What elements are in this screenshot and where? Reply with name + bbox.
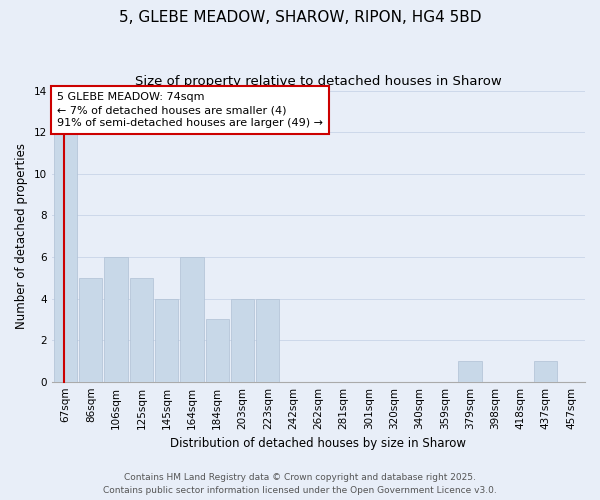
Y-axis label: Number of detached properties: Number of detached properties xyxy=(15,143,28,329)
Bar xyxy=(206,320,229,382)
Bar xyxy=(79,278,103,382)
Bar xyxy=(534,361,557,382)
Bar xyxy=(155,298,178,382)
Bar xyxy=(458,361,482,382)
Bar xyxy=(54,132,77,382)
Bar xyxy=(181,257,203,382)
Title: Size of property relative to detached houses in Sharow: Size of property relative to detached ho… xyxy=(135,75,502,88)
X-axis label: Distribution of detached houses by size in Sharow: Distribution of detached houses by size … xyxy=(170,437,466,450)
Text: 5 GLEBE MEADOW: 74sqm
← 7% of detached houses are smaller (4)
91% of semi-detach: 5 GLEBE MEADOW: 74sqm ← 7% of detached h… xyxy=(57,92,323,128)
Bar xyxy=(130,278,153,382)
Bar xyxy=(104,257,128,382)
Bar xyxy=(256,298,280,382)
Text: Contains HM Land Registry data © Crown copyright and database right 2025.
Contai: Contains HM Land Registry data © Crown c… xyxy=(103,474,497,495)
Bar xyxy=(231,298,254,382)
Text: 5, GLEBE MEADOW, SHAROW, RIPON, HG4 5BD: 5, GLEBE MEADOW, SHAROW, RIPON, HG4 5BD xyxy=(119,10,481,25)
